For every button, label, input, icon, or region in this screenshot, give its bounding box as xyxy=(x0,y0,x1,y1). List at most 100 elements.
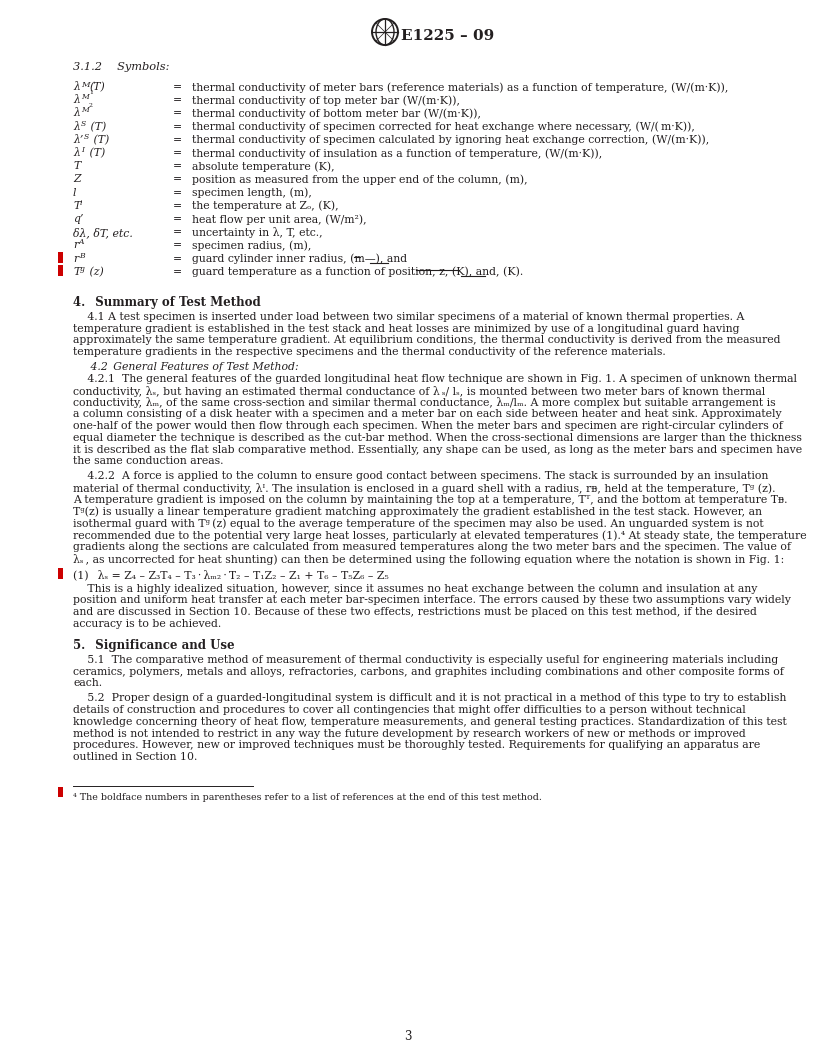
Text: λ: λ xyxy=(73,121,80,132)
Text: a column consisting of a disk heater with a specimen and a meter bar on each sid: a column consisting of a disk heater wit… xyxy=(73,410,782,419)
Text: procedures. However, new or improved techniques must be thoroughly tested. Requi: procedures. However, new or improved tec… xyxy=(73,740,761,751)
Text: =: = xyxy=(173,135,182,145)
Text: details of construction and procedures to cover all contingencies that might off: details of construction and procedures t… xyxy=(73,705,746,715)
Text: method is not intended to restrict in any way the future development by research: method is not intended to restrict in an… xyxy=(73,729,746,738)
Text: thermal conductivity of specimen corrected for heat exchange where necessary, (W: thermal conductivity of specimen correct… xyxy=(192,121,695,132)
Text: specimen radius, (m),: specimen radius, (m), xyxy=(192,241,312,251)
Text: one-half of the power would then flow through each specimen. When the meter bars: one-half of the power would then flow th… xyxy=(73,421,783,431)
Text: 3: 3 xyxy=(404,1030,412,1043)
Text: accuracy is to be achieved.: accuracy is to be achieved. xyxy=(73,619,221,629)
Text: material of thermal conductivity, λᴵ. The insulation is enclosed in a guard shel: material of thermal conductivity, λᴵ. Th… xyxy=(73,483,775,494)
Text: 4.2.2  A force is applied to the column to ensure good contact between specimens: 4.2.2 A force is applied to the column t… xyxy=(73,471,769,482)
Text: thermal conductivity of meter bars (reference materials) as a function of temper: thermal conductivity of meter bars (refe… xyxy=(192,82,729,93)
Text: (z): (z) xyxy=(86,267,104,277)
Text: uncertainty in λ, T, etc.,: uncertainty in λ, T, etc., xyxy=(192,227,322,239)
Text: 4.  Summary of Test Method: 4. Summary of Test Method xyxy=(73,296,261,308)
Text: heat flow per unit area, (W/m²),: heat flow per unit area, (W/m²), xyxy=(192,214,366,225)
Text: T: T xyxy=(73,201,80,211)
Text: =: = xyxy=(173,162,182,171)
Text: approximately the same temperature gradient. At equilibrium conditions, the ther: approximately the same temperature gradi… xyxy=(73,336,780,345)
Text: 4.2 General Features of Test Method:: 4.2 General Features of Test Method: xyxy=(85,362,299,372)
Text: 5.1  The comparative method of measurement of thermal conductivity is especially: 5.1 The comparative method of measuremen… xyxy=(73,655,778,665)
Text: (1)  λₛ = Z₄ – Z₃T₄ – T₃ · λₘ₂ · T₂ – T₁Z₂ – Z₁ + T₆ – T₅Z₆ – Z₅: (1) λₛ = Z₄ – Z₃T₄ – T₃ · λₘ₂ · T₂ – T₁Z… xyxy=(73,569,388,581)
Text: recommended due to the potential very large heat losses, particularly at elevate: recommended due to the potential very la… xyxy=(73,530,807,541)
Text: temperature gradient is established in the test stack and heat losses are minimi: temperature gradient is established in t… xyxy=(73,323,739,334)
Text: 4.2.1  The general features of the guarded longitudinal heat flow technique are : 4.2.1 The general features of the guarde… xyxy=(73,374,797,383)
Text: =: = xyxy=(173,174,182,185)
Text: and are discussed in Section 10. Because of these two effects, restrictions must: and are discussed in Section 10. Because… xyxy=(73,607,757,618)
Text: knowledge concerning theory of heat flow, temperature measurements, and general : knowledge concerning theory of heat flow… xyxy=(73,717,787,727)
Text: gradients along the sections are calculated from measured temperatures along the: gradients along the sections are calcula… xyxy=(73,542,791,552)
Text: =: = xyxy=(173,95,182,106)
Text: Tᵍ(z) is usually a linear temperature gradient matching approximately the gradie: Tᵍ(z) is usually a linear temperature gr… xyxy=(73,507,762,517)
Text: =: = xyxy=(173,188,182,197)
Text: conductivity, λₘ, of the same cross-section and similar thermal conductance, λₘ/: conductivity, λₘ, of the same cross-sect… xyxy=(73,397,776,409)
Text: 4.1 A test specimen is inserted under load between two similar specimens of a ma: 4.1 A test specimen is inserted under lo… xyxy=(73,312,744,322)
Text: λ: λ xyxy=(73,95,80,106)
Text: each.: each. xyxy=(73,678,102,689)
Text: absolute temperature (K),: absolute temperature (K), xyxy=(192,162,335,172)
Text: Z: Z xyxy=(73,174,81,185)
Text: temperature gradients in the respective specimens and the thermal conductivity o: temperature gradients in the respective … xyxy=(73,347,666,357)
Text: =: = xyxy=(173,267,182,277)
Text: r: r xyxy=(73,241,78,250)
Text: conductivity, λₛ, but having an estimated thermal conductance of λ ₛ/ lₛ, is mou: conductivity, λₛ, but having an estimate… xyxy=(73,385,765,397)
Text: (T): (T) xyxy=(89,82,104,92)
Text: 3.1.2   Symbols:: 3.1.2 Symbols: xyxy=(73,62,170,72)
Text: B: B xyxy=(79,251,85,260)
Text: =: = xyxy=(173,148,182,158)
Text: T: T xyxy=(73,162,80,171)
Text: 2: 2 xyxy=(89,103,93,109)
Text: I: I xyxy=(81,146,84,154)
Text: thermal conductivity of specimen calculated by ignoring heat exchange correction: thermal conductivity of specimen calcula… xyxy=(192,135,709,146)
Bar xyxy=(58,265,63,276)
Text: =: = xyxy=(173,227,182,238)
Text: λ: λ xyxy=(73,148,80,158)
Text: S: S xyxy=(84,133,89,140)
Text: g: g xyxy=(80,265,85,272)
Text: equal diameter the technique is described as the cut-bar method. When the cross-: equal diameter the technique is describe… xyxy=(73,433,802,442)
Text: λₛ , as uncorrected for heat shunting) can then be determined using the followin: λₛ , as uncorrected for heat shunting) c… xyxy=(73,553,784,565)
Text: i: i xyxy=(80,199,82,207)
Text: (T): (T) xyxy=(90,135,109,145)
Text: 5.2  Proper design of a guarded-longitudinal system is difficult and it is not p: 5.2 Proper design of a guarded-longitudi… xyxy=(73,693,787,703)
Text: M: M xyxy=(81,81,90,89)
Text: S: S xyxy=(81,119,86,128)
Text: (T): (T) xyxy=(87,121,106,132)
Text: M: M xyxy=(81,107,89,114)
Text: =: = xyxy=(173,201,182,211)
Text: =: = xyxy=(173,214,182,224)
Text: =: = xyxy=(173,82,182,92)
Text: position and uniform heat transfer at each meter bar-specimen interface. The err: position and uniform heat transfer at ea… xyxy=(73,596,791,605)
Text: =: = xyxy=(173,241,182,250)
Text: =: = xyxy=(173,121,182,132)
Text: This is a highly idealized situation, however, since it assumes no heat exchange: This is a highly idealized situation, ho… xyxy=(73,584,757,593)
Bar xyxy=(58,251,63,263)
Text: λ’: λ’ xyxy=(73,135,83,145)
Text: q’: q’ xyxy=(73,214,83,224)
Text: r: r xyxy=(73,253,78,264)
Text: δλ, δT, etc.: δλ, δT, etc. xyxy=(73,227,133,238)
Text: outlined in Section 10.: outlined in Section 10. xyxy=(73,752,197,762)
Text: it is described as the flat slab comparative method. Essentially, any shape can : it is described as the flat slab compara… xyxy=(73,445,802,455)
Text: the temperature at Zₒ, (K),: the temperature at Zₒ, (K), xyxy=(192,201,339,211)
Text: guard temperature as a function of position, z, (K), and, (K).: guard temperature as a function of posit… xyxy=(192,267,523,278)
Text: =: = xyxy=(173,253,182,264)
Text: specimen length, (m),: specimen length, (m), xyxy=(192,188,312,199)
Text: λ: λ xyxy=(73,82,80,92)
Text: T: T xyxy=(73,267,80,277)
Text: the same conduction areas.: the same conduction areas. xyxy=(73,456,224,467)
Text: A: A xyxy=(79,239,85,246)
Text: thermal conductivity of insulation as a function of temperature, (W/(m·K)),: thermal conductivity of insulation as a … xyxy=(192,148,602,158)
Text: thermal conductivity of top meter bar (W/(m·K)),: thermal conductivity of top meter bar (W… xyxy=(192,95,460,106)
Text: ceramics, polymers, metals and alloys, refractories, carbons, and graphites incl: ceramics, polymers, metals and alloys, r… xyxy=(73,666,784,677)
Text: M: M xyxy=(81,93,89,101)
Text: thermal conductivity of bottom meter bar (W/(m·K)),: thermal conductivity of bottom meter bar… xyxy=(192,109,481,119)
Text: guard cylinder inner radius, (m—), and: guard cylinder inner radius, (m—), and xyxy=(192,253,407,264)
Bar xyxy=(58,568,63,579)
Text: E1225 – 09: E1225 – 09 xyxy=(401,29,494,43)
Text: position as measured from the upper end of the column, (m),: position as measured from the upper end … xyxy=(192,174,528,185)
Text: (T): (T) xyxy=(86,148,105,158)
Text: A temperature gradient is imposed on the column by maintaining the top at a temp: A temperature gradient is imposed on the… xyxy=(73,495,787,505)
Text: λ: λ xyxy=(73,109,80,118)
